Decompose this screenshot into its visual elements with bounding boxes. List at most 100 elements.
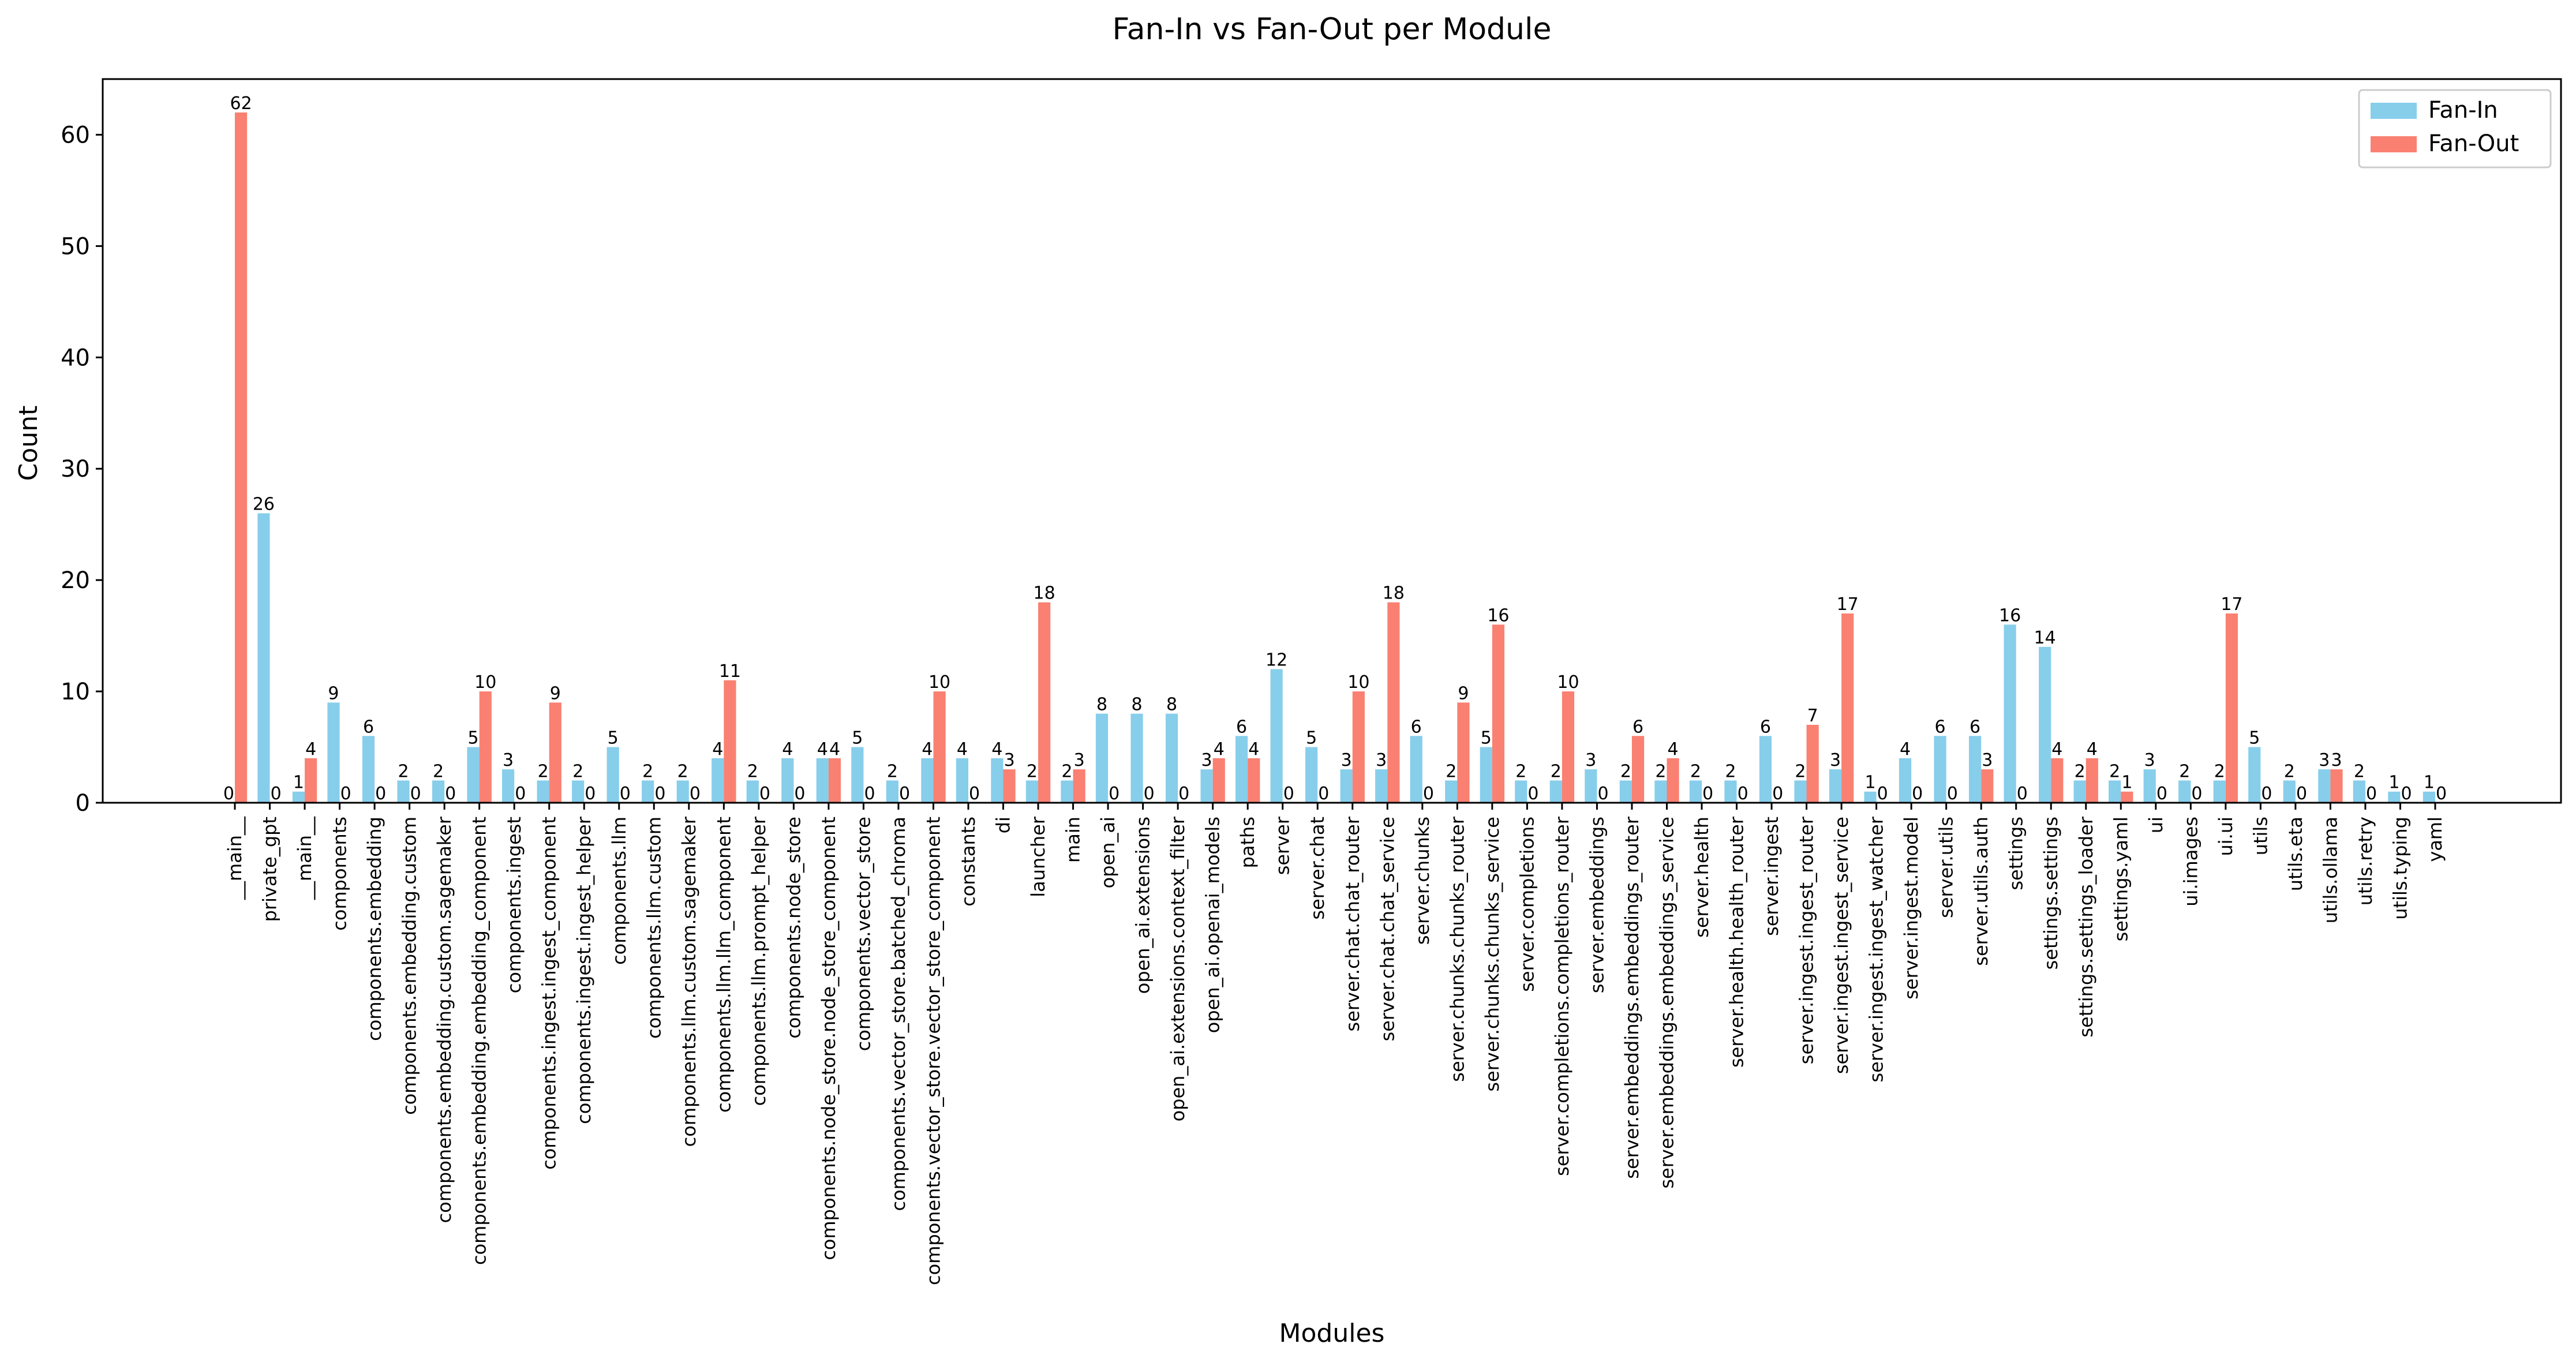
bar-fan-in-37 [1515,780,1527,803]
bar-fan-out-22 [1003,769,1016,803]
bar-fan-in-54 [2109,780,2121,803]
x-tick-label-3: components [329,817,351,931]
bar-fan-out-41 [1667,758,1679,803]
value-label-fan-out-63: 0 [2436,784,2447,804]
x-tick-label-38: server.completions.completions_router [1551,816,1573,1176]
bar-fan-in-63 [2423,791,2435,803]
y-axis-label: Count [14,406,43,481]
value-label-fan-in-25: 8 [1096,695,1107,715]
value-label-fan-out-39: 0 [1597,784,1608,804]
value-label-fan-out-14: 11 [719,661,741,682]
value-label-fan-out-4: 0 [375,784,386,804]
value-label-fan-out-44: 0 [1772,784,1783,804]
bar-fan-in-23 [1025,780,1039,803]
plot-frame [102,78,2562,804]
bar-fan-in-31 [1305,747,1318,803]
value-label-fan-out-57: 17 [2221,594,2242,615]
value-label-fan-out-49: 0 [1947,784,1958,804]
bar-fan-out-24 [1073,769,1085,803]
bars-layer [235,112,2435,803]
value-label-fan-in-55: 3 [2144,750,2155,770]
value-label-fan-out-23: 18 [1034,583,1055,604]
x-tick-label-19: components.vector_store.batched_chroma [888,817,909,1211]
bar-fan-in-29 [1235,736,1248,803]
bar-fan-out-35 [1457,702,1470,803]
x-tick-label-4: components.embedding [364,817,385,1041]
legend: Fan-In Fan-Out [2358,89,2552,169]
value-label-fan-out-61: 0 [2366,784,2377,804]
x-tick-label-55: ui [2145,817,2167,833]
x-tick-label-2: __main__ [294,816,316,900]
value-label-fan-out-31: 0 [1318,784,1329,804]
value-label-fan-in-61: 2 [2354,761,2365,781]
value-label-fan-in-24: 2 [1061,761,1072,781]
value-label-fan-in-37: 2 [1515,761,1526,781]
value-label-fan-out-40: 6 [1633,717,1643,737]
value-label-fan-out-35: 9 [1458,683,1469,703]
value-label-fan-out-60: 3 [2331,750,2342,770]
value-label-fan-in-16: 4 [782,739,793,759]
bar-fan-in-22 [991,758,1004,803]
value-label-fan-out-27: 0 [1178,784,1189,804]
bar-fan-in-52 [2039,646,2051,803]
value-label-fan-out-55: 0 [2156,784,2167,804]
value-label-fan-in-49: 6 [1935,717,1946,737]
legend-label-fan-out: Fan-Out [2428,130,2519,157]
bar-fan-out-17 [828,758,841,803]
x-tick-label-27: open_ai.extensions.context_filter [1167,816,1189,1121]
x-tick-label-20: components.vector_store.vector_store_com… [922,817,944,1285]
value-label-fan-in-60: 3 [2319,750,2330,770]
bar-fan-out-14 [724,680,736,803]
x-tick-label-37: server.completions [1516,817,1538,992]
value-label-fan-out-7: 10 [474,672,496,693]
value-label-fan-out-12: 0 [654,784,665,804]
bar-fan-in-62 [2388,791,2401,803]
bar-fan-in-8 [502,769,515,803]
value-label-fan-out-5: 0 [410,784,421,804]
value-label-fan-in-57: 2 [2214,761,2225,781]
bar-fan-out-45 [1806,724,1819,803]
bar-fan-out-38 [1562,691,1575,803]
y-tick-label-30: 30 [61,456,90,482]
bar-fan-out-46 [1841,613,1854,803]
x-axis: __main__ private_gpt __main__ components com… [224,803,2446,1285]
bar-fan-in-18 [851,747,864,803]
x-tick-label-26: open_ai.extensions [1132,817,1154,994]
x-tick-label-25: open_ai [1097,817,1119,888]
x-tick-label-24: main [1062,817,1084,863]
value-label-fan-in-59: 2 [2284,761,2295,781]
x-tick-label-7: components.embedding.embedding_component [469,817,491,1265]
value-label-fan-in-5: 2 [398,761,409,781]
bar-fan-in-50 [1969,736,1982,803]
bar-fan-out-54 [2121,791,2133,803]
value-label-fan-in-1: 26 [253,494,275,514]
value-label-fan-out-6: 0 [445,784,456,804]
value-label-fan-in-14: 4 [712,739,723,759]
bar-fan-out-23 [1038,602,1051,803]
value-label-fan-in-50: 6 [1970,717,1980,737]
value-label-fan-in-45: 2 [1795,761,1806,781]
bar-fan-in-27 [1165,713,1178,803]
bar-fan-in-38 [1549,780,1562,803]
value-label-fan-in-58: 5 [2249,728,2260,749]
bar-fan-in-32 [1340,769,1353,803]
bar-fan-in-28 [1200,769,1213,803]
value-label-fan-in-47: 1 [1864,773,1875,793]
value-label-fan-out-50: 3 [1982,750,1993,770]
x-tick-label-23: launcher [1027,816,1049,897]
value-label-fan-out-20: 10 [928,672,950,693]
bar-fan-out-9 [549,702,561,803]
x-tick-label-22: di [993,817,1014,833]
value-label-fan-in-11: 5 [608,728,619,749]
bar-fan-in-2 [292,791,305,803]
x-tick-label-35: server.chunks.chunks_router [1446,816,1468,1082]
bar-fan-in-45 [1794,780,1807,803]
x-tick-label-42: server.health [1691,817,1713,938]
value-label-fan-in-3: 9 [328,683,339,703]
bar-fan-out-7 [479,691,492,803]
value-label-fan-in-41: 2 [1655,761,1666,781]
x-tick-label-41: server.embeddings.embeddings_service [1656,817,1678,1189]
x-tick-label-32: server.chat.chat_router [1342,816,1364,1031]
x-tick-label-36: server.chunks.chunks_service [1481,817,1503,1092]
